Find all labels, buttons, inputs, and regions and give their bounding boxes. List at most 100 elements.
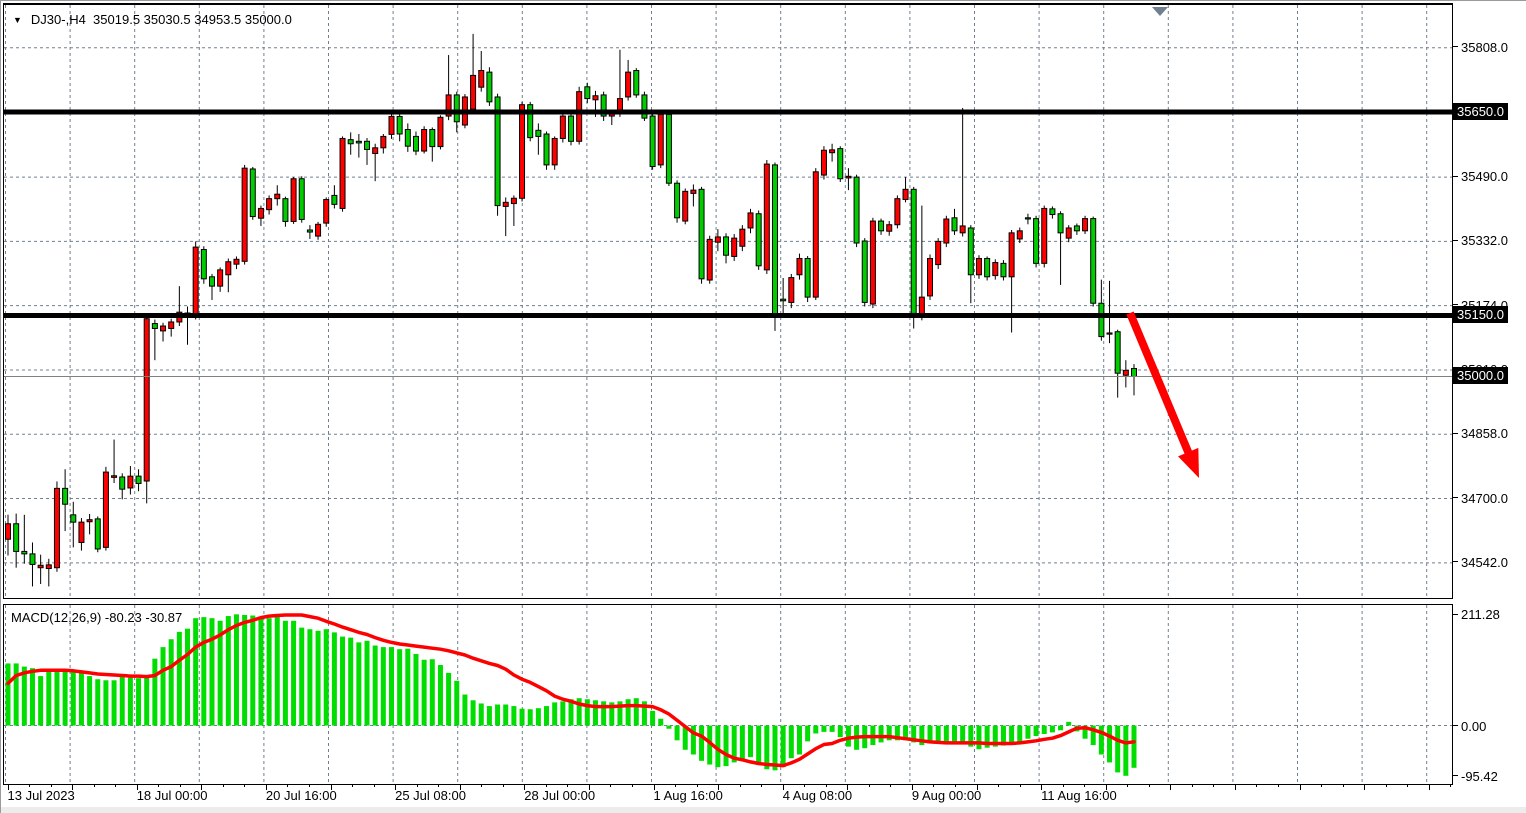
- time-axis-label: 9 Aug 00:00: [911, 788, 982, 803]
- time-axis-tick: [352, 785, 354, 787]
- time-axis-tick: [481, 785, 483, 787]
- time-axis-label: 20 Jul 16:00: [265, 788, 337, 803]
- price-axis-tick: [1453, 175, 1458, 177]
- price-axis-label: 35332.0: [1461, 233, 1508, 249]
- time-axis-tick: [7, 785, 9, 790]
- time-axis-tick: [545, 785, 547, 787]
- macd-indicator-label: MACD(12,26,9) -80.23 -30.87: [11, 610, 183, 625]
- time-axis-tick: [50, 785, 52, 787]
- time-axis-tick: [179, 785, 181, 787]
- time-axis-tick: [265, 785, 267, 790]
- time-axis-tick: [933, 785, 935, 787]
- time-axis-tick: [524, 785, 526, 790]
- price-chart-surface[interactable]: [4, 5, 1452, 597]
- time-axis-label: 18 Jul 00:00: [136, 788, 208, 803]
- time-axis[interactable]: 13 Jul 2023 18 Jul 00:00 20 Jul 16:00 25 Ju…: [3, 785, 1453, 807]
- time-axis-tick: [1191, 785, 1193, 787]
- time-axis-tick: [631, 785, 633, 787]
- time-axis-tick: [373, 785, 375, 787]
- macd-chart-surface[interactable]: [4, 605, 1452, 784]
- time-axis-tick: [1342, 785, 1344, 787]
- time-axis-tick: [201, 785, 203, 790]
- time-axis-tick: [438, 785, 440, 787]
- price-level-badge: 35000.0: [1453, 367, 1508, 385]
- time-axis-tick: [1019, 785, 1021, 787]
- time-axis-tick: [1256, 785, 1258, 787]
- time-axis-tick: [782, 785, 784, 790]
- time-axis-tick: [222, 785, 224, 787]
- time-axis-tick: [1105, 785, 1107, 790]
- time-axis-tick: [976, 785, 978, 790]
- price-axis-tick: [1453, 304, 1458, 306]
- time-axis-tick: [675, 785, 677, 787]
- price-axis-tick: [1453, 497, 1458, 499]
- time-axis-tick: [804, 785, 806, 787]
- time-axis-tick: [1407, 785, 1409, 787]
- time-axis-tick: [1321, 785, 1323, 787]
- price-axis-tick: [1453, 432, 1458, 434]
- time-axis-tick: [1084, 785, 1086, 787]
- time-axis-tick: [1234, 785, 1236, 790]
- time-axis-tick: [1062, 785, 1064, 787]
- time-axis-label: 4 Aug 08:00: [782, 788, 853, 803]
- price-axis-tick: [1453, 46, 1458, 48]
- time-axis-tick: [847, 785, 849, 790]
- macd-axis-tick: [1453, 775, 1458, 777]
- time-axis-tick: [330, 785, 332, 790]
- chart-title-bar: ▼ DJ30-,H4 35019.5 35030.5 34953.5 35000…: [13, 12, 292, 27]
- time-axis-tick: [136, 785, 138, 790]
- macd-axis-label: 211.28: [1461, 607, 1500, 623]
- time-axis-tick: [718, 785, 720, 790]
- time-axis-label: 11 Aug 16:00: [1041, 788, 1117, 803]
- price-pane[interactable]: ▼ DJ30-,H4 35019.5 35030.5 34953.5 35000…: [3, 3, 1453, 599]
- time-axis-tick: [502, 785, 504, 787]
- price-level-badge: 35150.0: [1453, 306, 1508, 324]
- time-axis-tick: [653, 785, 655, 790]
- macd-axis-label: -95.42: [1461, 768, 1498, 784]
- time-axis-tick: [868, 785, 870, 787]
- price-axis[interactable]: 35808.035650.035490.035332.035174.035016…: [1453, 1, 1526, 785]
- macd-axis-tick: [1453, 725, 1458, 727]
- price-axis-label: 34858.0: [1461, 426, 1508, 442]
- time-axis-tick: [998, 785, 1000, 787]
- time-axis-tick: [825, 785, 827, 787]
- chart-shift-marker-icon[interactable]: [1152, 7, 1168, 16]
- macd-pane[interactable]: MACD(12,26,9) -80.23 -30.87: [3, 604, 1453, 785]
- time-axis-tick: [1041, 785, 1043, 790]
- price-axis-label: 35808.0: [1461, 39, 1508, 55]
- time-axis-tick: [158, 785, 160, 787]
- time-axis-tick: [459, 785, 461, 790]
- down-arrow-annotation[interactable]: [1126, 311, 1199, 478]
- price-axis-tick: [1453, 239, 1458, 241]
- time-axis-tick: [567, 785, 569, 787]
- time-axis-tick: [287, 785, 289, 787]
- time-axis-tick: [890, 785, 892, 787]
- time-axis-tick: [115, 785, 117, 787]
- time-axis-tick: [696, 785, 698, 787]
- time-axis-tick: [93, 785, 95, 787]
- time-axis-tick: [1170, 785, 1172, 790]
- time-axis-tick: [588, 785, 590, 790]
- time-axis-tick: [1127, 785, 1129, 787]
- price-axis-label: 34700.0: [1461, 490, 1508, 506]
- time-axis-tick: [1213, 785, 1215, 787]
- macd-axis-tick: [1453, 613, 1458, 615]
- time-axis-tick: [1385, 785, 1387, 787]
- pane-splitter[interactable]: [3, 599, 1453, 604]
- time-axis-label: 25 Jul 08:00: [395, 788, 466, 803]
- symbol-dropdown-icon[interactable]: ▼: [13, 14, 22, 25]
- time-axis-tick: [954, 785, 956, 787]
- time-axis-tick: [610, 785, 612, 787]
- time-axis-tick: [72, 785, 74, 790]
- time-axis-tick: [911, 785, 913, 790]
- time-axis-tick: [395, 785, 397, 790]
- time-axis-tick: [1450, 785, 1452, 787]
- time-axis-tick: [739, 785, 741, 787]
- time-axis-tick: [1148, 785, 1150, 787]
- price-axis-tick: [1453, 561, 1458, 563]
- time-axis-label: 28 Jul 00:00: [524, 788, 596, 803]
- price-axis-label: 35490.0: [1461, 169, 1508, 185]
- time-axis-tick: [1428, 785, 1430, 790]
- time-axis-tick: [29, 785, 31, 787]
